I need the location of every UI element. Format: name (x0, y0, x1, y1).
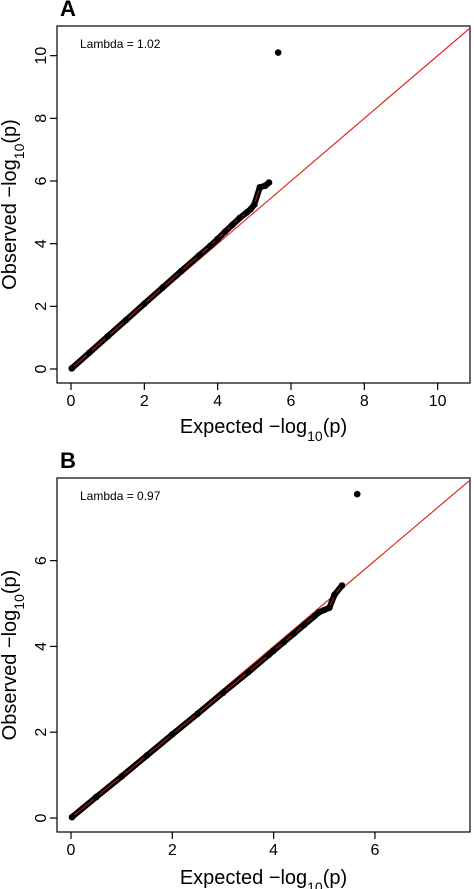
x-axis-label-suffix: (p) (323, 416, 347, 438)
panel-label: A (60, 0, 76, 21)
y-axis-label-main: Observed (0, 198, 21, 290)
data-point (118, 773, 125, 780)
y-axis-label-main: Observed (0, 648, 21, 740)
data-point (104, 333, 111, 340)
data-point (315, 608, 323, 616)
data-point (219, 689, 227, 697)
data-point (194, 710, 201, 718)
y-tick-label: 2 (33, 302, 50, 311)
data-point (270, 647, 277, 655)
data-point (196, 251, 203, 259)
data-point (338, 582, 346, 589)
data-point (265, 179, 273, 186)
data-point (265, 651, 272, 659)
data-point (310, 613, 318, 620)
y-tick-label: 4 (33, 239, 50, 248)
x-axis-label-subscript: 10 (307, 879, 323, 889)
x-axis-label-main: Expected (180, 867, 269, 889)
plot-frame (56, 477, 471, 833)
data-point (68, 813, 76, 821)
y-axis-label-prefix: −log (0, 610, 21, 648)
data-point (86, 349, 93, 357)
y-tick-label: 6 (33, 176, 50, 185)
x-axis-label-prefix: −log (269, 416, 307, 438)
data-point (256, 183, 264, 191)
x-tick-label: 10 (429, 393, 447, 410)
data-point (68, 365, 76, 372)
x-axis-label-subscript: 10 (307, 428, 323, 444)
data-point (169, 731, 176, 738)
y-axis-label-prefix: −log (0, 159, 21, 197)
data-point (141, 300, 148, 308)
data-point (247, 205, 254, 213)
data-point (280, 638, 288, 646)
data-point (353, 490, 361, 498)
y-tick-label: 6 (33, 556, 50, 565)
data-point (214, 235, 221, 243)
y-tick-label: 0 (33, 364, 50, 373)
y-axis-label-suffix: (p) (0, 119, 21, 143)
data-point (221, 228, 229, 236)
x-tick-label: 2 (168, 842, 177, 859)
x-tick-label: 2 (140, 393, 149, 410)
data-point (122, 316, 130, 324)
reference-line (70, 479, 470, 819)
x-tick-label: 0 (67, 842, 76, 859)
x-axis-label-prefix: −log (269, 867, 307, 889)
data-point (290, 630, 298, 637)
data-point (331, 591, 338, 599)
lambda-annotation: Lambda = 1.02 (80, 37, 161, 51)
y-axis-label-suffix: (p) (0, 570, 21, 594)
y-axis-label: Observed −log10(p) (0, 119, 27, 290)
data-point (320, 606, 328, 614)
data-point (159, 284, 166, 291)
x-axis-label: Expected −log10(p) (180, 867, 347, 889)
data-point (300, 621, 308, 629)
x-tick-label: 0 (67, 393, 76, 410)
lambda-annotation: Lambda = 0.97 (80, 489, 161, 503)
y-axis-label: Observed −log10(p) (0, 570, 27, 741)
data-point (245, 668, 252, 676)
x-axis-label-main: Expected (180, 416, 269, 438)
data-point (326, 604, 333, 612)
data-point (143, 752, 151, 759)
data-point (207, 242, 214, 250)
y-tick-label: 2 (33, 728, 50, 737)
y-axis-label-subscript: 10 (11, 594, 27, 610)
data-point (251, 201, 258, 208)
data-point (93, 793, 100, 801)
x-tick-label: 6 (287, 393, 296, 410)
y-tick-label: 10 (33, 47, 50, 65)
data-point (229, 221, 236, 229)
x-tick-label: 8 (360, 393, 369, 410)
y-axis-label-subscript: 10 (11, 143, 27, 159)
y-tick-label: 8 (33, 114, 50, 123)
x-tick-label: 4 (269, 842, 278, 859)
plot-frame (56, 25, 471, 384)
data-point (236, 214, 243, 222)
qq-band (68, 179, 272, 372)
y-tick-label: 4 (33, 642, 50, 651)
x-tick-label: 6 (370, 842, 379, 859)
x-axis-label: Expected −log10(p) (180, 416, 347, 444)
y-tick-label: 0 (33, 813, 50, 822)
data-point (177, 267, 185, 275)
panel-label: B (60, 448, 76, 473)
data-point (274, 49, 282, 56)
x-axis-label-suffix: (p) (323, 867, 347, 889)
qq-band (69, 582, 345, 821)
x-tick-label: 4 (213, 393, 222, 410)
